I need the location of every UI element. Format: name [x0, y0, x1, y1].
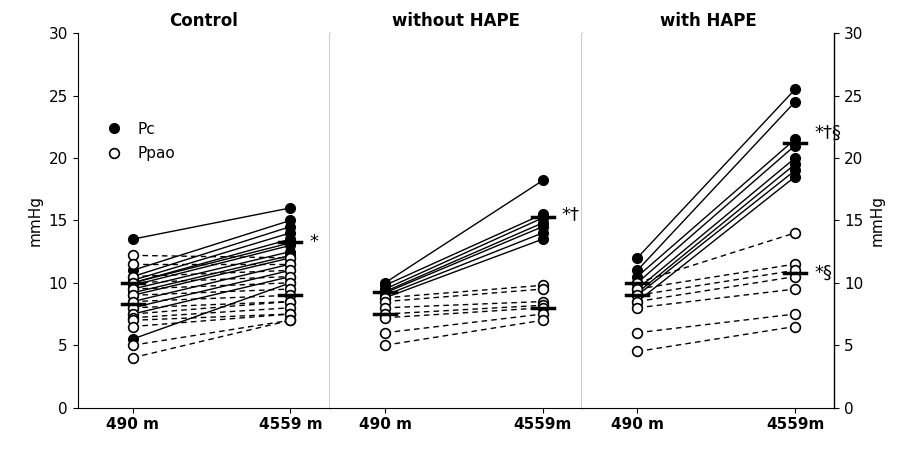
Legend: Pc, Ppao: Pc, Ppao	[93, 116, 180, 167]
Y-axis label: mmHg: mmHg	[868, 195, 883, 246]
Text: *†§: *†§	[814, 124, 840, 142]
Title: Control: Control	[169, 12, 238, 30]
Text: *†: *†	[561, 205, 579, 223]
Text: *: *	[309, 233, 318, 251]
Text: *§: *§	[814, 264, 831, 282]
Y-axis label: mmHg: mmHg	[28, 195, 43, 246]
Title: with HAPE: with HAPE	[660, 12, 756, 30]
Title: without HAPE: without HAPE	[392, 12, 519, 30]
